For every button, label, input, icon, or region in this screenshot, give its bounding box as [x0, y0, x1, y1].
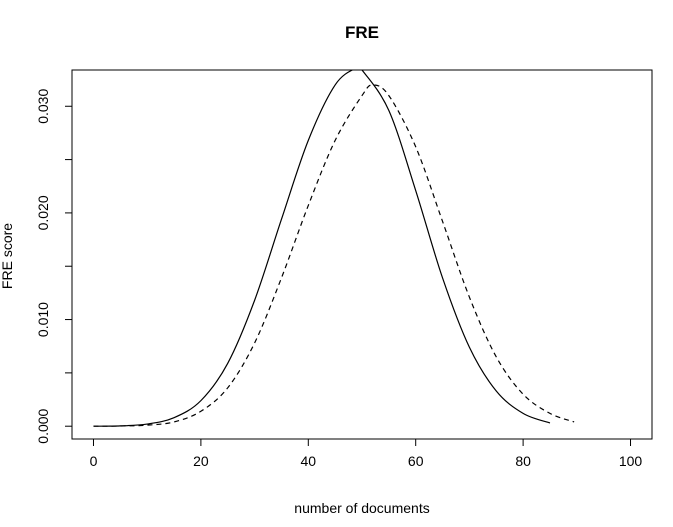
series-group [93, 70, 575, 427]
x-tick-label: 20 [193, 453, 209, 469]
y-tick-label: 0.030 [35, 89, 51, 124]
y-axis-label: FRE score [0, 223, 15, 289]
x-axis-label: number of documents [294, 500, 429, 516]
x-axis: 0 20 40 60 80 100 [90, 438, 643, 469]
series-line-dashed [93, 84, 575, 427]
x-tick-label: 100 [619, 453, 643, 469]
chart-title: FRE [345, 23, 379, 42]
x-tick-label: 40 [301, 453, 317, 469]
y-axis: 0.000 0.010 0.020 0.030 [35, 89, 73, 444]
y-tick-label: 0.020 [35, 195, 51, 230]
x-tick-label: 80 [515, 453, 531, 469]
x-tick-label: 0 [90, 453, 98, 469]
series-line-solid [93, 70, 551, 427]
y-tick-label: 0.010 [35, 302, 51, 337]
y-tick-label: 0.000 [35, 408, 51, 443]
plot-area-border [71, 69, 653, 440]
x-tick-label: 60 [408, 453, 424, 469]
